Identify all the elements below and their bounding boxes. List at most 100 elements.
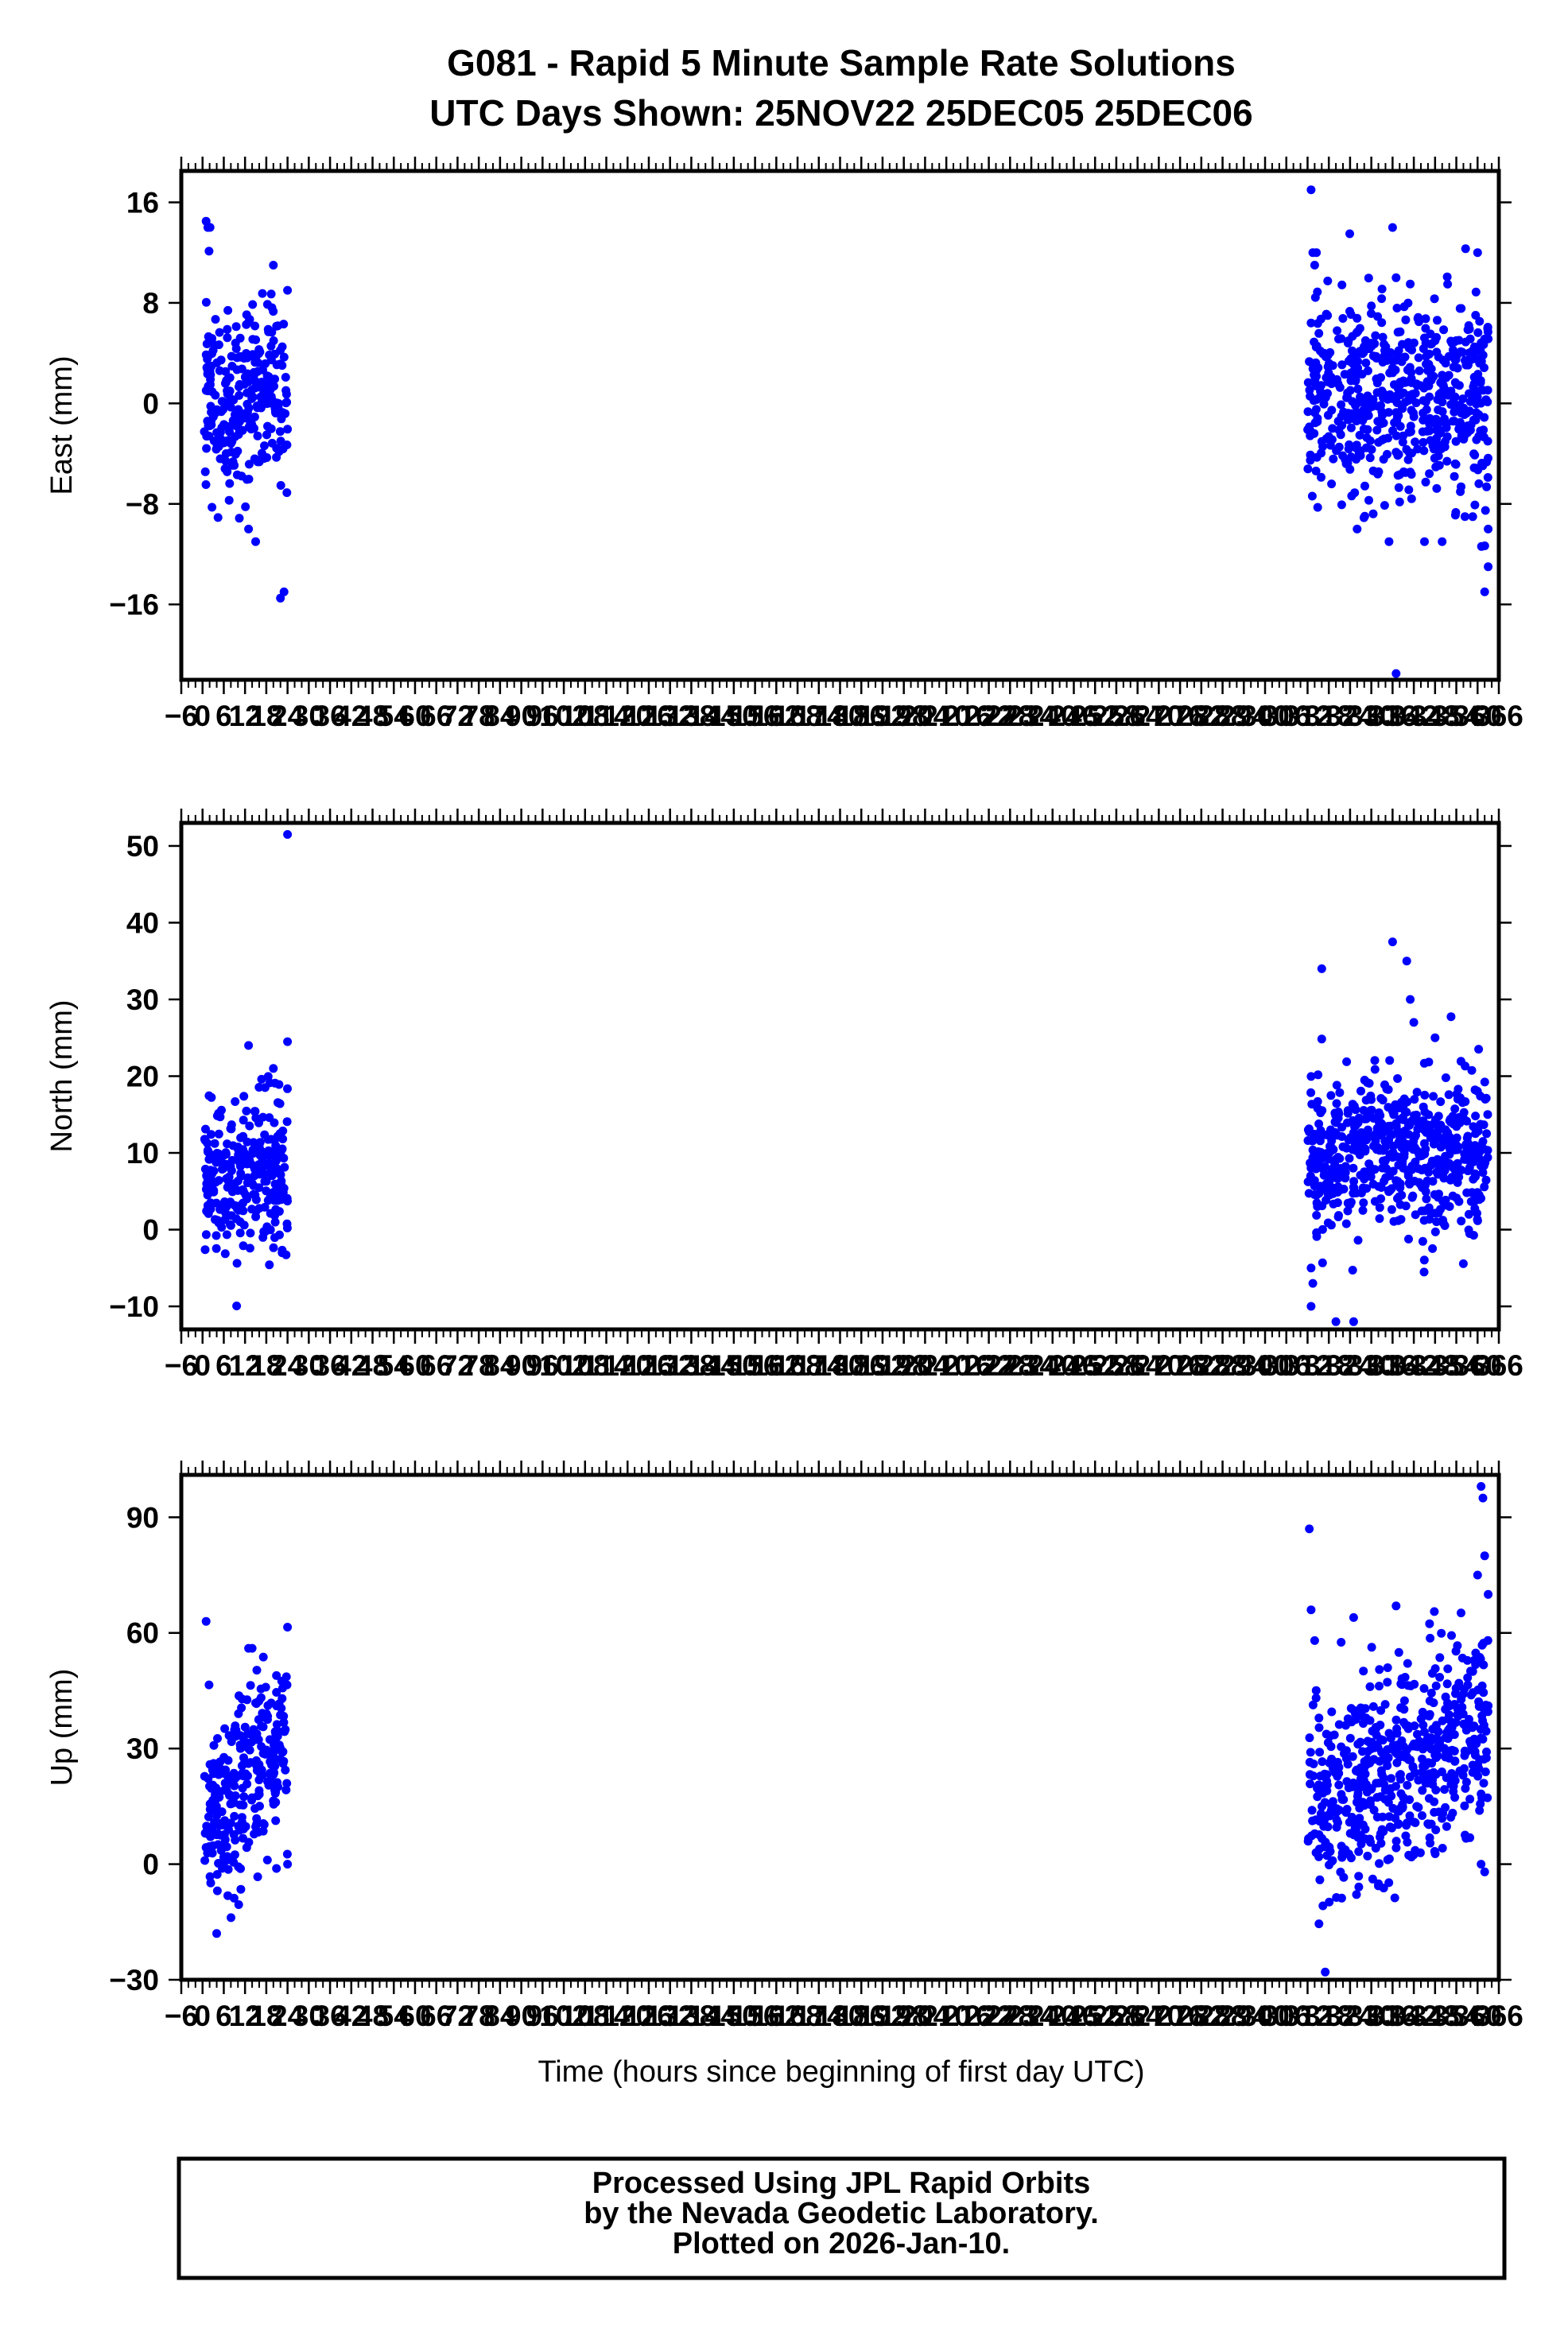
north-data-point bbox=[1330, 1108, 1340, 1118]
north-data-point bbox=[1318, 1154, 1328, 1163]
up-data-point bbox=[1363, 1787, 1372, 1797]
north-data-point bbox=[1318, 1258, 1327, 1267]
east-data-point bbox=[1351, 376, 1360, 386]
east-x-tick-label: 102 bbox=[539, 700, 588, 732]
east-data-point bbox=[279, 587, 289, 596]
up-data-point bbox=[1329, 1761, 1339, 1771]
east-data-point bbox=[269, 261, 278, 270]
east-data-point bbox=[1465, 397, 1475, 406]
up-data-point bbox=[208, 1765, 217, 1775]
up-data-point bbox=[251, 1756, 261, 1765]
east-data-point bbox=[1459, 403, 1469, 413]
north-data-point bbox=[207, 1130, 215, 1139]
north-data-point bbox=[1370, 1197, 1380, 1206]
east-data-point bbox=[1314, 328, 1324, 338]
east-data-point bbox=[248, 335, 258, 344]
up-data-point bbox=[229, 1830, 239, 1839]
up-data-point bbox=[273, 1778, 282, 1787]
east-x-tick-label: 204 bbox=[901, 700, 950, 732]
east-data-point bbox=[225, 427, 234, 437]
north-data-point bbox=[1413, 1119, 1422, 1128]
north-data-point bbox=[245, 1121, 254, 1131]
north-data-point bbox=[210, 1139, 219, 1148]
up-data-point bbox=[1321, 1837, 1330, 1847]
up-data-point bbox=[237, 1818, 246, 1827]
up-data-point bbox=[234, 1900, 243, 1909]
north-data-point bbox=[274, 1189, 283, 1198]
up-x-tick-label: 42 bbox=[335, 2000, 367, 2032]
east-data-point bbox=[223, 305, 233, 315]
north-data-point bbox=[1349, 1183, 1359, 1193]
east-data-point bbox=[1450, 337, 1459, 347]
north-data-point bbox=[262, 1177, 271, 1186]
east-data-point bbox=[1355, 347, 1364, 356]
east-data-point bbox=[1310, 364, 1319, 374]
north-x-tick-label: 180 bbox=[816, 1349, 865, 1382]
east-data-point bbox=[282, 398, 292, 407]
up-data-point bbox=[1386, 1784, 1395, 1793]
up-data-point bbox=[1402, 1752, 1411, 1761]
east-data-point bbox=[1397, 357, 1407, 367]
up-data-point bbox=[1418, 1786, 1427, 1795]
north-x-tick-label: 186 bbox=[836, 1349, 886, 1382]
up-data-point bbox=[1435, 1673, 1445, 1682]
north-data-point bbox=[1306, 1302, 1316, 1311]
up-data-point bbox=[1307, 1806, 1317, 1815]
east-data-point bbox=[1461, 244, 1470, 254]
north-y-tick-label: 30 bbox=[126, 984, 159, 1016]
east-data-point bbox=[282, 488, 292, 498]
up-data-point bbox=[231, 1791, 240, 1800]
north-data-point bbox=[1353, 1236, 1363, 1245]
north-data-point bbox=[1399, 1115, 1408, 1124]
north-data-point bbox=[1306, 1263, 1316, 1273]
up-data-point bbox=[1391, 1601, 1401, 1611]
up-data-point bbox=[1318, 1818, 1327, 1827]
up-x-tick-label: 114 bbox=[583, 2000, 631, 2032]
up-data-point bbox=[1463, 1673, 1473, 1682]
east-data-point bbox=[1473, 328, 1483, 337]
up-data-point bbox=[1371, 1844, 1380, 1853]
north-data-point bbox=[1457, 1216, 1466, 1226]
up-data-point bbox=[1441, 1692, 1450, 1701]
east-data-point bbox=[257, 454, 266, 464]
east-data-point bbox=[1341, 459, 1351, 468]
up-data-point bbox=[206, 1832, 215, 1841]
north-data-point bbox=[251, 1212, 261, 1221]
east-data-point bbox=[1329, 454, 1338, 464]
up-x-tick-label: 294 bbox=[1219, 2000, 1268, 2032]
north-data-point bbox=[243, 1137, 252, 1147]
chart-title-line1: G081 - Rapid 5 Minute Sample Rate Soluti… bbox=[447, 42, 1236, 83]
east-data-point bbox=[1360, 481, 1369, 491]
north-data-point bbox=[1356, 1170, 1365, 1180]
east-data-point bbox=[272, 452, 281, 462]
north-data-point bbox=[1366, 1091, 1376, 1100]
up-data-point bbox=[1328, 1856, 1337, 1865]
east-data-point bbox=[235, 380, 244, 389]
east-data-point bbox=[1433, 316, 1442, 325]
north-data-point bbox=[212, 1150, 222, 1159]
east-data-point bbox=[208, 502, 217, 512]
north-data-point bbox=[235, 1228, 245, 1238]
east-data-point bbox=[1480, 413, 1489, 422]
up-data-point bbox=[1393, 1820, 1403, 1830]
north-x-tick-label: 120 bbox=[603, 1349, 652, 1382]
north-data-point bbox=[278, 1144, 287, 1154]
east-panel: −60 6121824303642485460667278849096102108… bbox=[45, 157, 1523, 732]
east-data-point bbox=[1475, 359, 1485, 368]
up-data-point bbox=[1390, 1893, 1399, 1903]
up-data-point bbox=[236, 1884, 246, 1894]
up-data-point bbox=[1322, 1786, 1332, 1795]
north-data-point bbox=[270, 1233, 279, 1243]
up-data-point bbox=[1383, 1855, 1392, 1864]
north-data-point bbox=[1420, 1163, 1430, 1173]
north-data-point bbox=[274, 1098, 282, 1108]
up-data-point bbox=[282, 1779, 292, 1788]
north-data-point bbox=[1332, 1154, 1341, 1164]
east-data-point bbox=[1407, 494, 1416, 503]
east-data-point bbox=[1434, 352, 1443, 362]
up-data-point bbox=[1466, 1667, 1475, 1676]
north-data-point bbox=[263, 1072, 273, 1081]
up-data-point bbox=[1425, 1709, 1434, 1719]
north-data-point bbox=[1375, 1146, 1384, 1155]
up-data-point bbox=[1346, 1853, 1356, 1863]
